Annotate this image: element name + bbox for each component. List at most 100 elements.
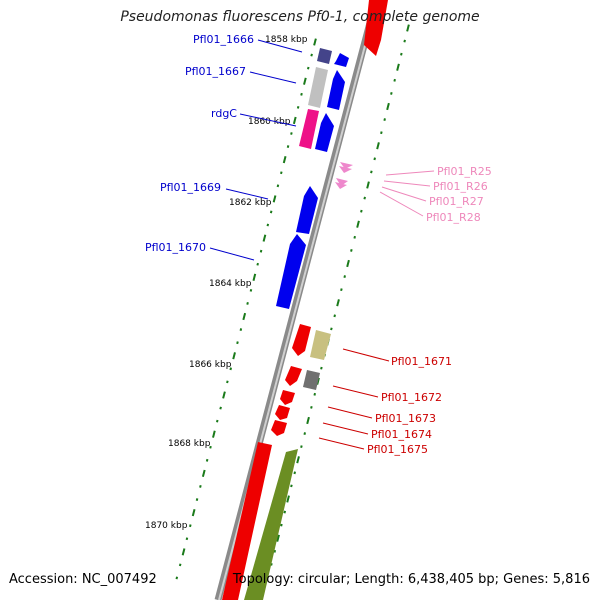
scale-label: 1870 kbp (145, 521, 188, 531)
minor-tick (403, 39, 406, 43)
major-tick (262, 234, 267, 242)
label-connector (249, 71, 297, 84)
gene-feature[interactable] (244, 449, 298, 600)
rna-feature[interactable] (336, 178, 348, 186)
minor-tick (350, 248, 353, 252)
minor-tick (306, 66, 310, 70)
gene-feature[interactable] (276, 234, 306, 309)
gene-label[interactable]: Pfl01_1675 (367, 443, 428, 456)
minor-tick (380, 131, 383, 135)
gene-label[interactable]: Pfl01_1673 (375, 412, 436, 425)
minor-tick (363, 196, 366, 200)
minor-tick (300, 92, 303, 96)
major-tick (376, 142, 380, 150)
rna-feature[interactable] (340, 162, 353, 169)
major-tick (296, 456, 300, 464)
minor-tick (219, 406, 222, 410)
minor-tick (236, 341, 239, 345)
gene-label[interactable]: Pfl01_1670 (145, 241, 206, 254)
minor-tick (229, 367, 233, 371)
minor-tick (199, 485, 202, 488)
major-tick (366, 181, 370, 189)
gene-feature[interactable] (299, 109, 319, 149)
reverse-label-lines (318, 348, 390, 450)
minor-tick (178, 563, 182, 567)
gene-feature[interactable] (285, 366, 302, 386)
forward-label-lines (209, 39, 303, 261)
minor-tick (343, 275, 346, 278)
minor-tick (400, 52, 403, 56)
major-tick (191, 508, 196, 517)
major-tick (252, 273, 257, 281)
minor-tick (310, 53, 313, 57)
minor-tick (360, 209, 363, 213)
gene-label[interactable]: Pfl01_1666 (193, 33, 254, 46)
minor-tick (249, 288, 253, 292)
scale-label: 1866 kbp (189, 360, 232, 370)
minor-tick (269, 210, 273, 214)
gene-label[interactable]: rdgC (211, 107, 237, 120)
gene-feature[interactable] (364, 0, 388, 56)
gene-feature[interactable] (296, 186, 318, 234)
minor-tick (246, 302, 249, 305)
minor-tick (185, 537, 189, 541)
genome-summary-text: Topology: circular; Length: 6,438,405 bp… (232, 572, 590, 587)
minor-tick (273, 549, 277, 553)
minor-tick (209, 445, 212, 449)
minor-tick (300, 445, 303, 449)
label-connector (383, 180, 431, 187)
gene-label[interactable]: Pfl01_1672 (381, 391, 442, 404)
gene-feature[interactable] (308, 67, 328, 108)
minor-tick (393, 78, 396, 82)
gene-feature[interactable] (280, 390, 295, 405)
gene-label[interactable]: Pfl01_R25 (437, 165, 492, 178)
minor-tick (280, 523, 283, 527)
gene-feature[interactable] (222, 442, 272, 600)
gene-feature[interactable] (275, 405, 290, 420)
gene-label[interactable]: Pfl01_R26 (433, 180, 488, 193)
scale-label: 1864 kbp (209, 279, 252, 289)
rna-labels: Pfl01_R25 Pfl01_R26 Pfl01_R27 Pfl01_R28 (426, 165, 492, 224)
major-tick (346, 259, 350, 268)
gene-label[interactable]: Pfl01_1671 (391, 355, 452, 368)
minor-tick (340, 288, 343, 292)
minor-tick (276, 184, 280, 188)
rna-feature[interactable] (339, 166, 352, 173)
gene-label[interactable]: Pfl01_R28 (426, 211, 481, 224)
minor-tick (286, 145, 290, 148)
gene-label[interactable]: Pfl01_R27 (429, 195, 484, 208)
inner-tick-track (175, 38, 317, 580)
major-tick (313, 38, 317, 46)
map-title: Pseudomonas fluorescens Pf0-1, complete … (120, 9, 480, 25)
gene-feature[interactable] (271, 420, 287, 436)
rna-feature[interactable] (335, 182, 347, 189)
gene-label[interactable]: Pfl01_1674 (371, 428, 432, 441)
minor-tick (259, 249, 263, 253)
minor-tick (390, 92, 393, 95)
gene-feature[interactable] (292, 324, 311, 356)
label-connector (318, 437, 365, 450)
gene-feature[interactable] (310, 330, 331, 360)
minor-tick (205, 458, 209, 462)
gene-feature[interactable] (303, 370, 320, 390)
gene-feature[interactable] (315, 113, 334, 152)
minor-tick (333, 314, 336, 318)
minor-tick (266, 223, 270, 227)
scale-label: 1862 kbp (229, 198, 272, 208)
minor-tick (280, 171, 283, 175)
label-connector (381, 186, 427, 202)
gene-label[interactable]: Pfl01_1669 (160, 181, 221, 194)
gene-feature[interactable] (327, 70, 345, 110)
reverse-features (222, 0, 388, 600)
major-tick (181, 548, 186, 556)
minor-tick (383, 118, 386, 121)
major-tick (406, 24, 410, 32)
gene-feature[interactable] (334, 53, 349, 67)
gene-label[interactable]: Pfl01_1667 (185, 65, 246, 78)
minor-tick (310, 405, 313, 409)
gene-feature[interactable] (317, 48, 332, 64)
label-connector (257, 39, 303, 53)
label-connector (342, 348, 390, 362)
